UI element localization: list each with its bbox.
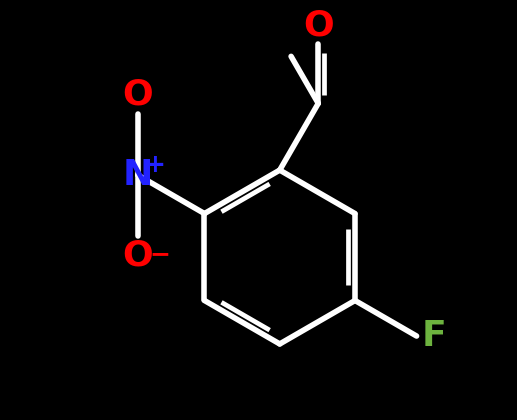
Text: O: O [303, 8, 333, 42]
Text: F: F [421, 319, 446, 353]
Text: N: N [123, 158, 153, 192]
Text: −: − [149, 242, 170, 266]
Text: O: O [123, 238, 153, 272]
Text: +: + [144, 153, 165, 177]
Text: O: O [123, 78, 153, 112]
